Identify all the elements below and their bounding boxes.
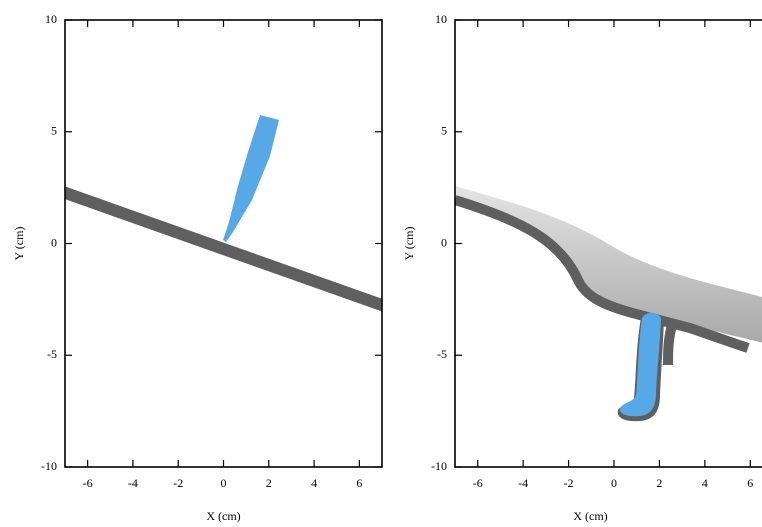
x-tick-label: 0	[221, 476, 227, 490]
droplet	[619, 312, 661, 417]
x-tick-label: 0	[611, 476, 617, 490]
plot-frame	[454, 19, 762, 468]
droplet	[223, 115, 279, 242]
y-tick-label: 10	[435, 12, 447, 26]
wall	[455, 195, 750, 353]
y-tick-label: -5	[47, 347, 57, 361]
x-tick-label: 2	[266, 476, 272, 490]
splash	[455, 186, 762, 343]
left-scene	[65, 115, 382, 312]
y-axis-label: Y (cm)	[12, 227, 26, 261]
x-tick-label: 6	[356, 476, 362, 490]
x-tick-label: -2	[173, 476, 183, 490]
x-tick-label: 2	[656, 476, 662, 490]
x-tick-label: 6	[747, 476, 753, 490]
x-tick-label: 4	[311, 476, 317, 490]
y-axis-label: Y (cm)	[402, 227, 416, 261]
x-axis-label: X (cm)	[206, 509, 240, 523]
y-tick-label: -10	[431, 459, 447, 473]
x-tick-label: -6	[83, 476, 93, 490]
right-scene	[455, 186, 762, 422]
y-tick-label: 5	[51, 124, 57, 138]
y-tick-label: 5	[441, 124, 447, 138]
x-tick-label: -4	[128, 476, 138, 490]
x-tick-label: -6	[473, 476, 483, 490]
x-tick-label: -4	[518, 476, 528, 490]
x-tick-label: -2	[564, 476, 574, 490]
wall	[65, 186, 382, 312]
y-tick-label: 0	[441, 235, 447, 249]
x-tick-label: 4	[702, 476, 708, 490]
wall-edge	[663, 323, 677, 366]
y-tick-label: -5	[437, 347, 447, 361]
y-tick-label: -10	[41, 459, 57, 473]
y-tick-label: 0	[51, 235, 57, 249]
y-tick-label: 10	[45, 12, 57, 26]
x-axis-label: X (cm)	[573, 509, 607, 523]
